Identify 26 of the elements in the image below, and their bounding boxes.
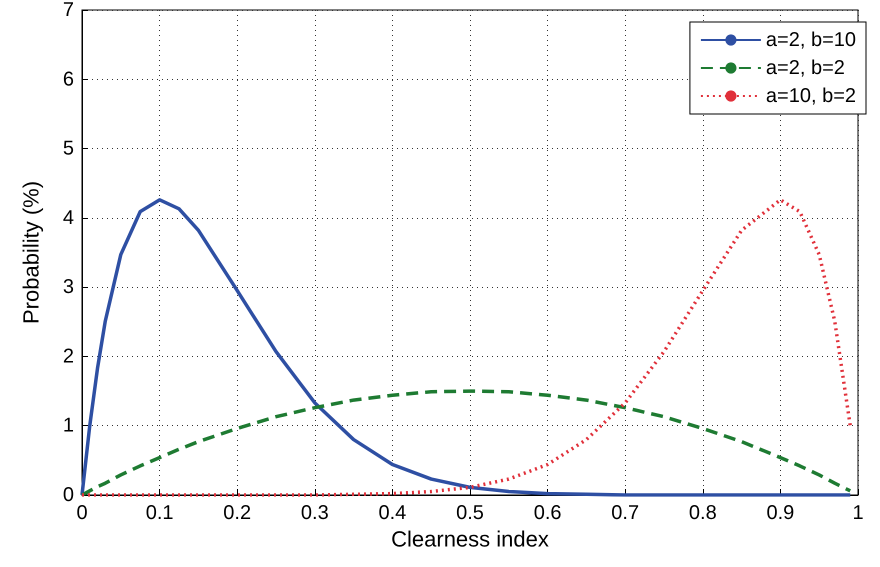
line-series <box>80 389 852 497</box>
line-series <box>80 198 852 497</box>
x-tick-label: 1 <box>852 502 864 524</box>
x-tick-label: 0.5 <box>456 502 484 524</box>
x-tick-label: 0.1 <box>146 502 174 524</box>
legend-label: a=2, b=2 <box>766 57 845 79</box>
x-tick-label: 0.3 <box>300 502 329 524</box>
y-tick-label: 2 <box>62 345 74 368</box>
x-tick-label: 0.6 <box>534 502 562 524</box>
x-tick-label: 0.4 <box>378 502 406 524</box>
y-tick-label: 1 <box>62 414 74 437</box>
y-tick-label: 6 <box>62 68 74 90</box>
legend-label: a=2, b=10 <box>766 29 856 51</box>
y-tick-label: 7 <box>62 0 74 21</box>
x-tick-label: 0.8 <box>688 502 717 524</box>
y-tick-label: 3 <box>62 276 74 298</box>
x-tick-label: 0.9 <box>766 502 794 524</box>
y-axis-title: Probability (%) <box>18 180 44 324</box>
x-axis-title: Clearness index <box>391 526 549 552</box>
x-tick-label: 0.2 <box>223 502 252 524</box>
y-tick-label: 0 <box>62 484 74 506</box>
y-tick-label: 4 <box>62 206 74 229</box>
legend-label: a=10, b=2 <box>766 85 856 107</box>
x-tick-label: 0.7 <box>611 502 640 524</box>
x-tick-label: 0 <box>76 502 88 524</box>
y-tick-label: 5 <box>62 138 74 160</box>
